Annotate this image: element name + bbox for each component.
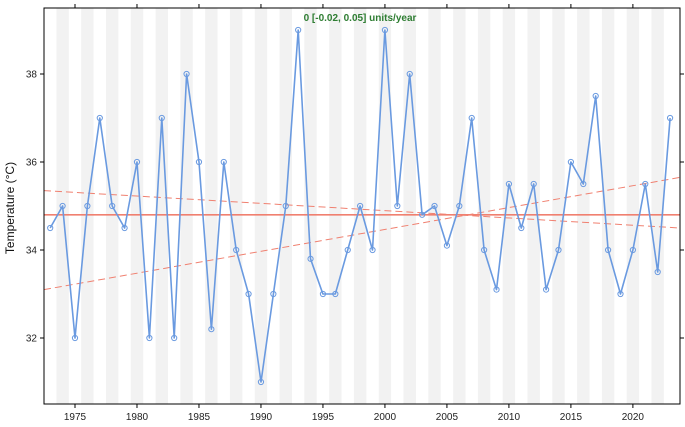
data-point bbox=[332, 290, 339, 298]
data-point bbox=[543, 286, 550, 293]
data-point bbox=[270, 290, 277, 298]
year-band bbox=[180, 8, 193, 404]
data-point bbox=[307, 255, 314, 262]
data-point bbox=[617, 290, 624, 298]
year-band bbox=[626, 8, 640, 404]
data-point bbox=[592, 92, 599, 100]
data-point bbox=[580, 180, 587, 188]
data-point bbox=[567, 158, 575, 166]
data-point bbox=[468, 114, 475, 122]
year-band bbox=[378, 8, 392, 404]
data-point bbox=[96, 114, 103, 122]
series-line bbox=[49, 29, 671, 383]
data-point bbox=[666, 114, 674, 122]
year-band bbox=[502, 8, 516, 404]
x-tick-label: 2000 bbox=[374, 412, 397, 423]
x-tick-label: 2010 bbox=[498, 412, 521, 423]
data-point bbox=[369, 246, 376, 254]
data-point bbox=[344, 246, 351, 254]
x-tick-label: 2020 bbox=[622, 412, 645, 423]
data-point bbox=[456, 202, 463, 210]
data-series bbox=[47, 26, 674, 386]
y-tick-label: 38 bbox=[26, 70, 38, 81]
data-point bbox=[84, 202, 91, 210]
data-point bbox=[47, 224, 54, 232]
data-point bbox=[419, 211, 426, 218]
x-tick-label: 1995 bbox=[312, 412, 335, 423]
data-point bbox=[406, 70, 413, 78]
data-point bbox=[121, 224, 128, 232]
year-band bbox=[329, 8, 342, 404]
x-tick-label: 1975 bbox=[64, 412, 87, 423]
data-point bbox=[208, 326, 215, 333]
y-tick-label: 36 bbox=[26, 158, 38, 169]
data-point bbox=[654, 268, 661, 276]
data-point bbox=[133, 158, 141, 166]
y-axis-title: Temperature (°C) bbox=[3, 162, 17, 254]
trend-confidence-line bbox=[43, 176, 681, 291]
year-band bbox=[651, 8, 664, 404]
y-tick-label: 32 bbox=[26, 334, 38, 345]
data-point bbox=[481, 246, 488, 254]
data-point bbox=[394, 202, 401, 210]
plot-frame bbox=[43, 7, 681, 405]
year-band bbox=[254, 8, 268, 404]
year-band bbox=[130, 8, 144, 404]
year-band bbox=[229, 8, 243, 404]
data-point bbox=[381, 26, 389, 34]
data-point bbox=[493, 286, 500, 293]
data-point bbox=[146, 334, 153, 342]
x-tick-label: 2005 bbox=[436, 412, 459, 423]
data-point bbox=[295, 26, 302, 34]
data-point bbox=[257, 378, 265, 386]
data-point bbox=[505, 180, 513, 188]
data-point bbox=[109, 202, 116, 210]
data-point bbox=[59, 202, 66, 210]
data-point bbox=[319, 290, 327, 298]
year-bands bbox=[56, 8, 664, 404]
year-band bbox=[403, 8, 416, 404]
year-band bbox=[477, 8, 491, 404]
x-tick-label: 1990 bbox=[250, 412, 273, 423]
data-point bbox=[357, 202, 364, 210]
data-point bbox=[604, 246, 612, 254]
data-point bbox=[530, 180, 537, 188]
data-point bbox=[195, 158, 203, 166]
data-point bbox=[282, 202, 289, 210]
y-tick-label: 34 bbox=[26, 246, 38, 257]
year-band bbox=[527, 8, 540, 404]
year-band bbox=[552, 8, 565, 404]
data-point bbox=[183, 70, 190, 78]
data-point bbox=[431, 202, 438, 210]
data-point bbox=[555, 246, 562, 254]
data-point bbox=[245, 290, 252, 298]
axes: 1975 1980 1985 1990 1995 2000 2005 2010 2015 2020… bbox=[26, 4, 684, 423]
data-point bbox=[518, 224, 525, 232]
trend-annotation: 0 [-0.02, 0.05] units/year bbox=[304, 13, 417, 24]
data-point bbox=[158, 114, 165, 122]
data-point bbox=[220, 158, 227, 166]
data-point bbox=[629, 246, 636, 254]
data-point bbox=[443, 242, 451, 249]
x-tick-label: 2015 bbox=[560, 412, 583, 423]
year-band bbox=[155, 8, 168, 404]
data-point bbox=[233, 246, 240, 254]
data-point bbox=[642, 180, 649, 188]
year-band bbox=[205, 8, 218, 404]
data-point bbox=[171, 334, 178, 342]
x-tick-label: 1985 bbox=[188, 412, 211, 423]
year-band bbox=[601, 8, 615, 404]
year-band bbox=[577, 8, 590, 404]
trend-confidence-line bbox=[43, 190, 681, 229]
data-point bbox=[71, 334, 79, 342]
x-tick-label: 1980 bbox=[126, 412, 149, 423]
